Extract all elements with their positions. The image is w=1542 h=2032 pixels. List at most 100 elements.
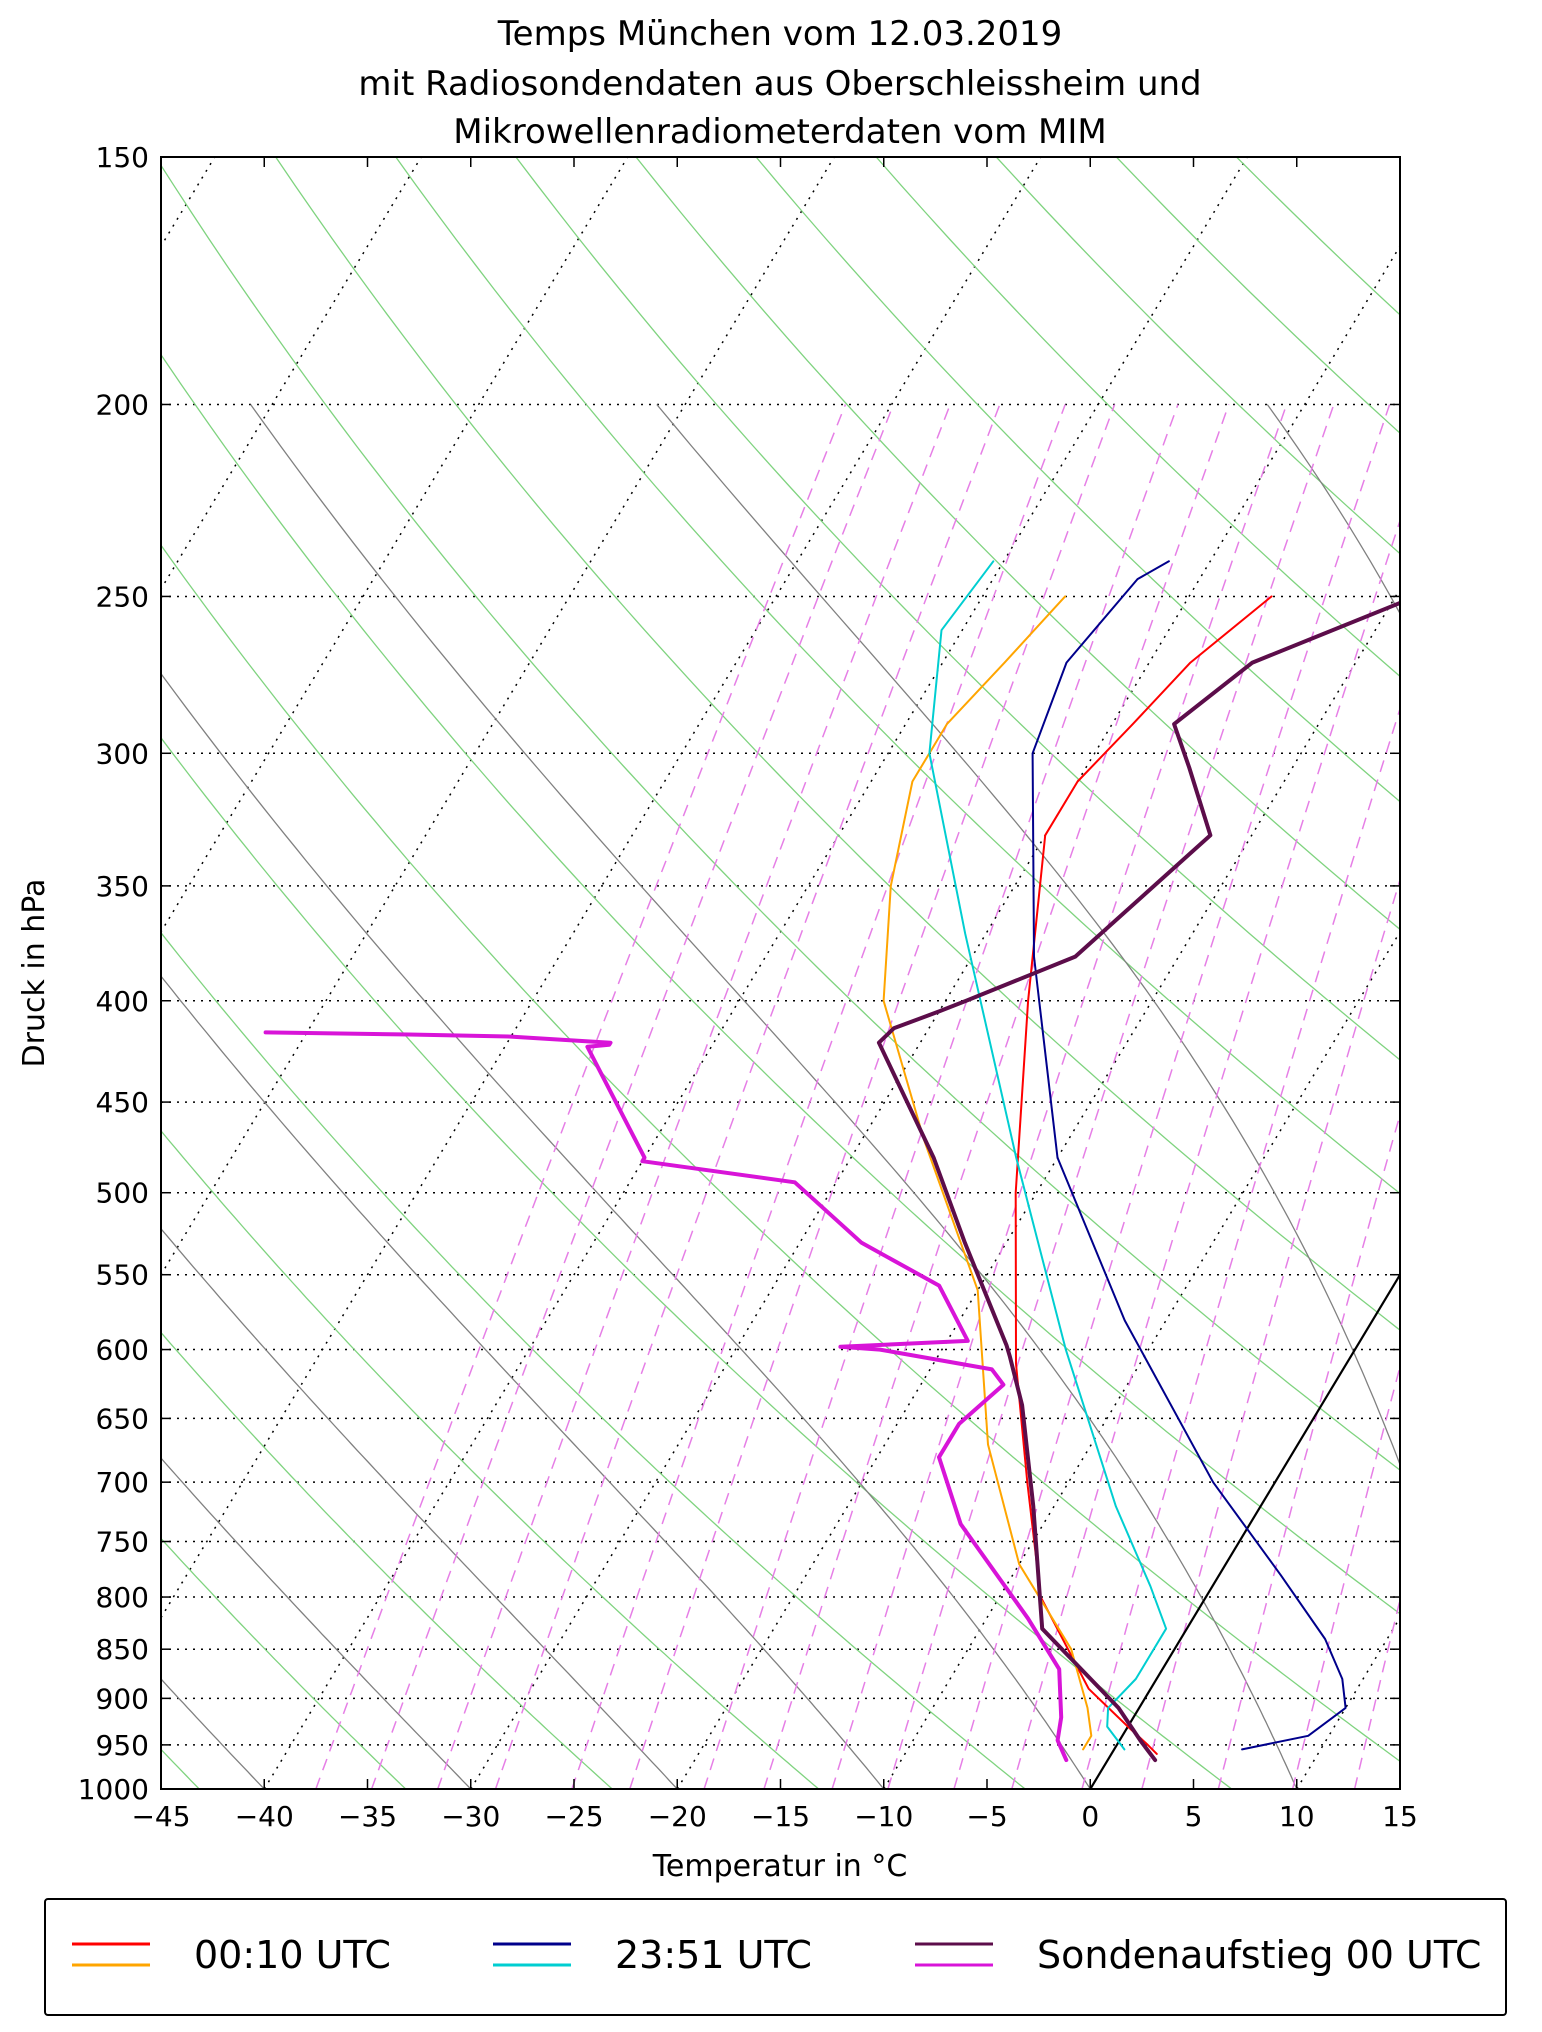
mixing-ratio-line xyxy=(1011,518,1400,1789)
y-tick-label: 250 xyxy=(96,580,149,613)
x-tick-label: −45 xyxy=(131,1800,190,1833)
y-tick-label: 950 xyxy=(96,1729,149,1762)
x-tick-label: −30 xyxy=(441,1800,500,1833)
chart-title-line-1: Temps München vom 12.03.2019 xyxy=(497,14,1063,54)
isotherm-gridline xyxy=(161,157,1042,1620)
y-tick-label: 150 xyxy=(96,141,149,174)
y-tick-label: 350 xyxy=(96,870,149,903)
legend-label: Sondenaufstieg 00 UTC xyxy=(1037,1933,1481,1977)
mixing-ratio-line xyxy=(494,404,1001,1789)
legend: 00:10 UTC 23:51 UTC Sondenaufstieg 00 UTC xyxy=(44,1898,1507,2016)
isotherm-gridline xyxy=(470,244,1400,1789)
dry-adiabat-line xyxy=(755,157,1400,803)
isotherm-gridline xyxy=(161,157,835,1277)
series-line xyxy=(882,595,1093,1751)
zero-degree-isotherm xyxy=(1089,1272,1400,1789)
isotherm-gridline xyxy=(883,930,1400,1789)
legend-label: 23:51 UTC xyxy=(615,1933,812,1977)
chart-title-line-2: mit Radiosondendaten aus Oberschleisshei… xyxy=(358,64,1201,104)
x-tick-label: −10 xyxy=(854,1800,913,1833)
isotherm-gridline xyxy=(1089,1273,1400,1789)
moist-adiabat-line xyxy=(161,975,885,1789)
y-tick-label: 600 xyxy=(96,1334,149,1367)
dry-adiabat-line xyxy=(161,1331,614,1789)
dry-adiabat-line xyxy=(161,1129,820,1789)
chart-title: Temps München vom 12.03.2019 mit Radioso… xyxy=(358,14,1201,152)
dry-adiabat-line xyxy=(161,931,1027,1789)
mixing-ratio-line xyxy=(953,404,1391,1789)
mixing-ratio-line xyxy=(571,404,1066,1789)
moist-adiabat-line xyxy=(161,672,1091,1789)
x-tick-label: 10 xyxy=(1279,1800,1315,1833)
series-line xyxy=(928,560,1168,1751)
y-axis-label: Druck in hPa xyxy=(17,879,52,1068)
x-tick-label: 15 xyxy=(1382,1800,1418,1833)
dry-adiabat-line xyxy=(515,157,1400,1061)
y-tick-label: 850 xyxy=(96,1633,149,1666)
x-tick-label: −20 xyxy=(648,1800,707,1833)
mixing-ratio-line xyxy=(1217,1112,1400,1789)
series-line xyxy=(263,1030,1069,1763)
y-tick-label: 1000 xyxy=(78,1773,149,1806)
y-tick-label: 450 xyxy=(96,1086,149,1119)
plot-series xyxy=(263,560,1400,1763)
moist-adiabat-line xyxy=(1266,404,1400,615)
x-tick-label: 0 xyxy=(1081,1800,1099,1833)
y-tick-label: 650 xyxy=(96,1402,149,1435)
y-tick-label: 750 xyxy=(96,1526,149,1559)
x-tick-label: −35 xyxy=(338,1800,397,1833)
mixing-ratio-line xyxy=(436,404,951,1789)
mixing-ratio-line xyxy=(1081,706,1400,1789)
x-tick-label: −25 xyxy=(544,1800,603,1833)
dry-adiabat-line xyxy=(395,157,1400,1195)
y-tick-label: 900 xyxy=(96,1682,149,1715)
dry-adiabat-line xyxy=(161,1537,407,1789)
y-tick-label: 400 xyxy=(96,985,149,1018)
mixing-ratio-line xyxy=(831,404,1288,1789)
dry-adiabat-line xyxy=(161,544,1400,1763)
isotherm-gridline xyxy=(676,587,1400,1789)
mixing-ratio-line xyxy=(1141,877,1400,1789)
moist-adiabat-line xyxy=(161,1227,678,1789)
y-tick-label: 200 xyxy=(96,388,149,421)
y-tick-label: 300 xyxy=(96,737,149,770)
mixing-ratio-line xyxy=(1291,1363,1400,1789)
y-tick-label: 800 xyxy=(96,1581,149,1614)
plot-frame xyxy=(160,156,1401,1790)
mixing-ratio-line xyxy=(370,404,895,1789)
dry-adiabat-line xyxy=(635,157,1400,931)
dry-adiabat-line xyxy=(995,157,1400,555)
dry-adiabat-line xyxy=(1115,157,1400,435)
legend-box xyxy=(44,1898,1507,2016)
isotherm-gridline xyxy=(1296,1616,1400,1789)
x-tick-label: −15 xyxy=(751,1800,810,1833)
x-axis: −45 −40 −35 −30 −25 −20 −15 −10 −5 0 5 10 15 xyxy=(131,157,1418,1833)
plot-background-lines xyxy=(0,157,1542,1789)
dry-adiabat-line xyxy=(1235,157,1400,316)
isotherm-gridline xyxy=(263,157,1248,1789)
moist-adiabat-line xyxy=(250,404,1298,1789)
moist-adiabat-line xyxy=(161,1457,472,1789)
chart-title-line-3: Mikrowellenradiometerdaten vom MIM xyxy=(453,112,1106,152)
mixing-ratio-line xyxy=(1353,1597,1400,1789)
legend-entries: 00:10 UTC 23:51 UTC Sondenaufstieg 00 UTC xyxy=(72,1933,1481,1977)
dry-adiabat-line xyxy=(161,353,1400,1615)
y-axis: 1000 950 900 850 800 750 700 650 600 550 500 450 400… xyxy=(78,141,1400,1806)
isotherm-gridline xyxy=(1503,157,1542,1789)
mixing-ratio-line xyxy=(703,404,1179,1789)
dry-adiabat-line xyxy=(161,736,1233,1789)
x-tick-label: −5 xyxy=(966,1800,1007,1833)
mixing-ratio-line xyxy=(763,404,1230,1789)
isotherm-gridline xyxy=(0,157,8,1789)
isotherm-gridline xyxy=(161,157,422,591)
y-tick-label: 500 xyxy=(96,1177,149,1210)
series-line xyxy=(1014,595,1273,1755)
y-tick-label: 700 xyxy=(96,1466,149,1499)
dry-adiabat-line xyxy=(274,157,1400,1331)
series-line xyxy=(876,600,1400,1763)
y-tick-label: 550 xyxy=(96,1259,149,1292)
dry-adiabat-line xyxy=(161,164,1400,1471)
x-axis-label: Temperatur in °C xyxy=(652,1849,908,1884)
x-tick-label: 5 xyxy=(1185,1800,1203,1833)
x-tick-label: −40 xyxy=(235,1800,294,1833)
